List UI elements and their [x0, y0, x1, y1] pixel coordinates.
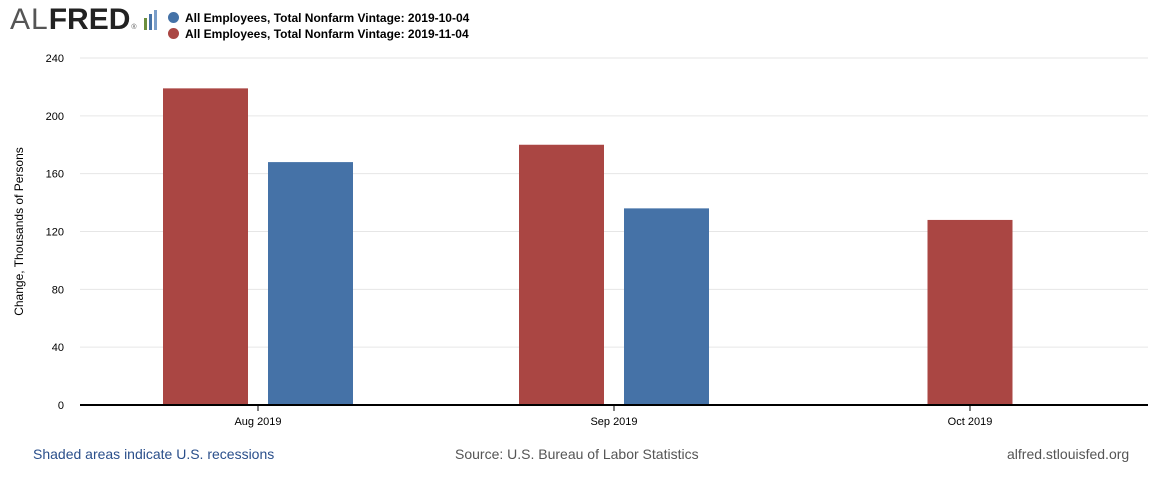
legend-label: All Employees, Total Nonfarm Vintage: 20… — [185, 26, 469, 41]
bar-aug-2019-series-0 — [163, 88, 248, 406]
source-text: Source: U.S. Bureau of Labor Statistics — [455, 446, 699, 462]
legend-item-vintage-2019-11-04[interactable]: All Employees, Total Nonfarm Vintage: 20… — [168, 26, 469, 41]
alfred-logo[interactable]: AL FRED ® — [10, 4, 159, 36]
y-tick-label: 0 — [58, 400, 64, 412]
legend-label: All Employees, Total Nonfarm Vintage: 20… — [185, 10, 470, 25]
y-tick-label: 80 — [52, 284, 64, 296]
x-tick-label: Oct 2019 — [948, 416, 993, 428]
y-tick-label: 160 — [46, 169, 64, 181]
logo-fred-text: FRED — [48, 3, 131, 36]
bar-chart: 0 40 80 120 160 200 240 Change, Thousands of Pe… — [12, 53, 1148, 428]
x-tick-label: Sep 2019 — [590, 416, 637, 428]
legend-dot-red — [168, 28, 179, 39]
bar-sep-2019-series-1 — [624, 208, 709, 405]
bar-oct-2019-series-0 — [927, 219, 1013, 405]
bar-aug-2019-series-1 — [268, 162, 353, 405]
x-tick-label: Aug 2019 — [234, 416, 281, 428]
y-tick-label: 120 — [46, 227, 64, 239]
logo-bars-icon — [143, 10, 157, 30]
logo-registered-mark: ® — [131, 24, 137, 31]
legend-dot-blue — [168, 12, 179, 23]
chart-legend: All Employees, Total Nonfarm Vintage: 20… — [168, 10, 469, 42]
y-tick-label: 200 — [46, 111, 64, 123]
y-tick-label: 40 — [52, 342, 64, 354]
y-tick-label: 240 — [46, 53, 64, 65]
y-axis-title: Change, Thousands of Persons — [12, 147, 26, 316]
site-url[interactable]: alfred.stlouisfed.org — [1007, 446, 1130, 462]
logo-al-text: AL — [10, 3, 49, 36]
recession-note-link[interactable]: Shaded areas indicate U.S. recessions — [33, 446, 275, 462]
bar-sep-2019-series-0 — [519, 144, 604, 405]
legend-item-vintage-2019-10-04[interactable]: All Employees, Total Nonfarm Vintage: 20… — [168, 10, 469, 25]
